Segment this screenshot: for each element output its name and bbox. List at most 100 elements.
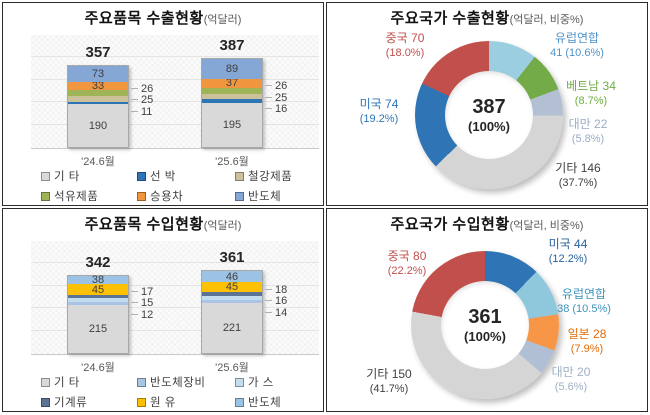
legend-item: 기계류 [41, 394, 137, 410]
slice-label-line: (19.2%) [359, 113, 399, 125]
donut-hole: 361 (100%) [441, 281, 529, 369]
slice-label: 대만 20 (5.6%) [525, 365, 617, 394]
slice-label: 미국 44 (12.2%) [517, 237, 619, 266]
slice-label: 베트남 34 (8.7%) [543, 79, 639, 108]
legend-marker [235, 397, 244, 407]
slice-label: 미국 74 (19.2%) [333, 97, 425, 126]
gridline [31, 101, 319, 103]
bar-side-label: 16 [275, 295, 288, 308]
bar-side-label: 12 [141, 308, 154, 321]
slice-label-line: 베트남 34 [566, 79, 616, 93]
leader-tick [265, 288, 272, 290]
bar-side-label: 15 [141, 297, 154, 310]
legend-label: 반도체 [248, 191, 282, 203]
bar-segment [202, 99, 262, 103]
bar-segment-label: 195 [222, 118, 242, 131]
slice-label-line: 일본 28 [567, 327, 607, 341]
gridline [31, 55, 319, 57]
panel-title-unit: (억달러, 비중%) [509, 14, 584, 26]
panel-title-unit: (억달러, 비중%) [509, 220, 584, 232]
leader-tick [265, 96, 272, 98]
legend-item: 반도체 [235, 188, 319, 204]
legend-item: 기 타 [41, 168, 137, 184]
legend-item: 반도체장비 [137, 374, 235, 390]
gridline [31, 124, 319, 126]
leader-tick [131, 110, 138, 112]
bar-segment [202, 87, 262, 94]
slice-label-line: (12.2%) [548, 253, 588, 265]
bar-segment-label: 73 [91, 68, 105, 81]
legend-label: 반도체 [248, 397, 282, 409]
bar-segment [202, 296, 262, 300]
bar-side-label: 14 [275, 306, 288, 319]
panel-title: 주요품목 수출현황(억달러) [3, 7, 323, 28]
donut-center-value: 361 [468, 306, 502, 328]
leader-tick [131, 99, 138, 101]
legend-item: 석유제품 [41, 188, 137, 204]
bar-segment-label: 46 [225, 270, 239, 283]
panel-title: 주요국가 수출현황(억달러, 비중%) [327, 7, 647, 28]
bar-segment [202, 292, 262, 297]
bar-side-label: 26 [275, 80, 288, 93]
legend-marker [41, 377, 50, 387]
panel-title-unit: (억달러) [203, 220, 242, 232]
stacked-bar: 195 37 89 [201, 57, 263, 148]
bar-total-label: 387 [219, 36, 245, 54]
legend-marker [235, 377, 244, 387]
leader-tick [265, 108, 272, 110]
slice-label-line: 미국 44 [548, 237, 588, 251]
slice-label-line: (7.9%) [570, 343, 604, 355]
panel-title-text: 주요품목 수출현황 [84, 10, 204, 27]
panel-import-by-country: 주요국가 수입현황(억달러, 비중%) 361 (100%) 미국 44 (12.2%… [326, 208, 648, 412]
legend-marker [235, 191, 244, 201]
legend: 기 타 선 박 철강제품 석유제품 승용차 반도체 [41, 168, 319, 204]
slice-label: 기타 150 (41.7%) [339, 367, 439, 396]
legend-marker [137, 191, 146, 201]
bar-segment [202, 299, 262, 303]
bar-segment-label: 38 [91, 274, 105, 287]
legend-item: 선 박 [137, 168, 235, 184]
slice-label: 일본 28 (7.9%) [539, 327, 635, 356]
bar-segment: 45 [68, 283, 128, 296]
slice-label: 유럽연합 41 (10.6%) [519, 31, 635, 60]
gridline [31, 261, 319, 263]
legend-label: 승용차 [150, 191, 184, 203]
bar-segment: 45 [202, 282, 262, 293]
donut-center-value: 387 [472, 96, 506, 118]
slice-label-line: 대만 22 [568, 117, 608, 131]
bar-segment: 33 [68, 81, 128, 92]
slice-label-line: (5.8%) [571, 133, 605, 145]
stacked-bar: 215 45 38 [67, 275, 129, 354]
x-axis-label: '25.6월 [215, 362, 249, 374]
panel-export-by-country: 주요국가 수출현황(억달러, 비중%) 387 (100%) 유럽연합 41 (10.… [326, 2, 648, 206]
bar-segment: 89 [202, 58, 262, 80]
x-axis-label: '25.6월 [215, 156, 249, 168]
legend-marker [235, 171, 244, 181]
bar-segment: 221 [202, 302, 262, 353]
legend-item: 가 스 [235, 374, 319, 390]
leader-tick [131, 302, 138, 304]
import-countries-chart: 361 (100%) 미국 44 (12.2%) 유럽연합 38 (10.5%) 일본 28… [327, 209, 647, 411]
slice-label-line: 중국 80 [387, 249, 427, 263]
slice-label-line: (8.7%) [574, 95, 608, 107]
slice-label-line: 대만 20 [551, 365, 591, 379]
slice-label-line: 38 (10.5%) [557, 303, 611, 315]
bar-segment: 38 [68, 274, 128, 287]
leader-tick [131, 87, 138, 89]
slice-label: 중국 70 (18.0%) [353, 31, 457, 60]
leader-tick [265, 85, 272, 87]
slice-label-line: (41.7%) [369, 383, 409, 395]
legend-item: 원 유 [137, 394, 235, 410]
leader-tick [265, 300, 272, 302]
bar-total-label: 357 [85, 43, 111, 61]
bar-segment-label: 45 [91, 283, 105, 296]
export-items-chart: 190 33 73 357 26 25 11 195 37 89 387 26 25 16'24.6월 '2… [3, 3, 323, 205]
bar-segment-label: 37 [225, 77, 239, 90]
bar-segment-label: 221 [222, 321, 242, 334]
bar-side-label: 18 [275, 283, 288, 296]
export-countries-chart: 387 (100%) 유럽연합 41 (10.6%) 베트남 34 (8.7%) 대만 22… [327, 3, 647, 205]
bar-side-label: 11 [141, 105, 153, 118]
donut-hole: 387 (100%) [445, 71, 533, 159]
legend-label: 선 박 [150, 171, 176, 183]
bar-segment [68, 298, 128, 302]
